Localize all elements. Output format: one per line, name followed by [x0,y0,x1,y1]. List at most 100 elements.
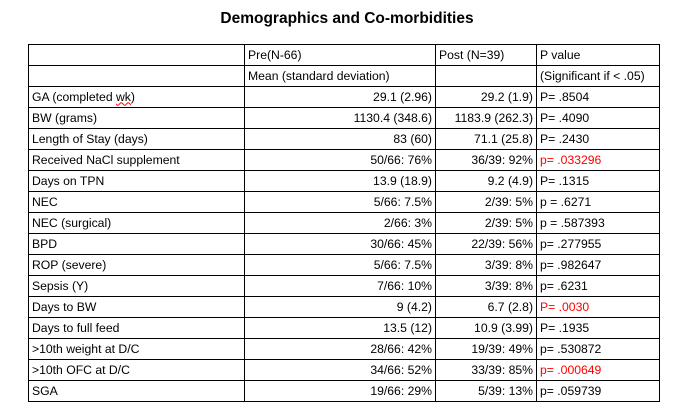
p-value: p= .6231 [536,275,660,297]
header-post: Post (N=39) [435,44,537,66]
row-label: Days to BW [28,296,245,318]
p-value-text: p = .587393 [540,215,605,230]
post-value: 19/39: 49% [435,338,537,360]
table-row: BPD 30/66: 45% 22/39: 56% p= .277955 [28,233,660,255]
pre-value: 28/66: 42% [244,338,436,360]
p-value: p= .033296 [536,149,660,171]
header-label-cell-2 [28,65,245,87]
row-label: NEC [28,191,245,213]
row-label-text: NEC (surgical) [32,215,112,230]
p-value-text: p= .059739 [540,383,602,398]
table-row: GA (completed wk) 29.1 (2.96) 29.2 (1.9) P=… [28,86,660,108]
header-pre-subtitle: Mean (standard deviation) [244,65,436,87]
row-label: BPD [28,233,245,255]
pre-value: 19/66: 29% [244,380,436,402]
p-value: p= .000649 [536,359,660,381]
row-label: >10th weight at D/C [28,338,245,360]
post-value: 6.7 (2.8) [435,296,537,318]
pre-value: 30/66: 45% [244,233,436,255]
row-label: Received NaCl supplement [28,149,245,171]
row-label: Days on TPN [28,170,245,192]
pre-value: 50/66: 76% [244,149,436,171]
row-label-text: GA (completed [32,89,116,104]
p-value: P= .4090 [536,107,660,129]
post-value: 2/39: 5% [435,212,537,234]
post-value: 36/39: 92% [435,149,537,171]
post-value: 9.2 (4.9) [435,170,537,192]
pre-value: 9 (4.2) [244,296,436,318]
p-value-text: P= .8504 [540,89,590,104]
pre-value: 1130.4 (348.6) [244,107,436,129]
header-post-subtitle [435,65,537,87]
table-row: NEC (surgical) 2/66: 3% 2/39: 5% p = .58739… [28,212,660,234]
p-value-text: p= .6231 [540,278,588,293]
pre-value: 5/66: 7.5% [244,191,436,213]
row-label-text: BW (grams) [32,110,97,125]
header-pre: Pre(N-66) [244,44,436,66]
row-label: Length of Stay (days) [28,128,245,150]
p-value: p = .6271 [536,191,660,213]
row-label-text: ROP (severe) [32,257,107,272]
pre-value: 29.1 (2.96) [244,86,436,108]
table-row: >10th OFC at D/C 34/66: 52% 33/39: 85% p= .… [28,359,660,381]
p-value: P= .2430 [536,128,660,150]
pre-value: 13.5 (12) [244,317,436,339]
demographics-table: Pre(N-66) Post (N=39) P value Mean (stan… [28,44,660,402]
table-row: SGA 19/66: 29% 5/39: 13% p= .059739 [28,380,660,402]
p-value: P= .0030 [536,296,660,318]
post-value: 71.1 (25.8) [435,128,537,150]
table-row: ROP (severe) 5/66: 7.5% 3/39: 8% p= .982647 [28,254,660,276]
post-value: 22/39: 56% [435,233,537,255]
post-value: 10.9 (3.99) [435,317,537,339]
row-label: NEC (surgical) [28,212,245,234]
table-body: Pre(N-66) Post (N=39) P value Mean (stan… [28,44,660,402]
p-value: P= .1935 [536,317,660,339]
table-row: NEC 5/66: 7.5% 2/39: 5% p = .6271 [28,191,660,213]
p-value: p= .277955 [536,233,660,255]
row-label: >10th OFC at D/C [28,359,245,381]
header-p-value: P value [536,44,660,66]
post-value: 5/39: 13% [435,380,537,402]
row-label-text: Days to BW [32,299,97,314]
post-value: 33/39: 85% [435,359,537,381]
p-value: P= .1315 [536,170,660,192]
row-label-text: Length of Stay (days) [32,131,148,146]
table-row: Length of Stay (days) 83 (60) 71.1 (25.8) P… [28,128,660,150]
table-row: Received NaCl supplement 50/66: 76% 36/39:… [28,149,660,171]
table-row: Sepsis (Y) 7/66: 10% 3/39: 8% p= .6231 [28,275,660,297]
pre-value: 83 (60) [244,128,436,150]
pre-value: 5/66: 7.5% [244,254,436,276]
p-value-text: p= .982647 [540,257,602,272]
pre-value: 34/66: 52% [244,359,436,381]
row-label: BW (grams) [28,107,245,129]
row-label-text: SGA [32,383,58,398]
row-label-text: >10th OFC at D/C [32,362,130,377]
p-value: p= .059739 [536,380,660,402]
row-label-text: NEC [32,194,58,209]
row-label: GA (completed wk) [28,86,245,108]
post-value: 1183.9 (262.3) [435,107,537,129]
post-value: 29.2 (1.9) [435,86,537,108]
pre-value: 7/66: 10% [244,275,436,297]
p-value: p= .530872 [536,338,660,360]
row-label-text: Sepsis (Y) [32,278,89,293]
row-label-text: Days on TPN [32,173,105,188]
row-label-end: ) [130,89,135,104]
p-value-text: P= .1935 [540,320,590,335]
row-label: SGA [28,380,245,402]
p-value: p = .587393 [536,212,660,234]
table-row: Days to full feed 13.5 (12) 10.9 (3.99) P= … [28,317,660,339]
p-value-text: p= .530872 [540,341,602,356]
p-value-significant: p= .033296 [540,152,602,167]
p-value: P= .8504 [536,86,660,108]
p-value-text: p = .6271 [540,194,592,209]
table-row: Days on TPN 13.9 (18.9) 9.2 (4.9) P= .1315 [28,170,660,192]
row-label: Sepsis (Y) [28,275,245,297]
table-row: >10th weight at D/C 28/66: 42% 19/39: 49% p… [28,338,660,360]
p-value: p= .982647 [536,254,660,276]
pre-value: 2/66: 3% [244,212,436,234]
table-row: BW (grams) 1130.4 (348.6) 1183.9 (262.3) P=… [28,107,660,129]
row-label: Days to full feed [28,317,245,339]
table-title: Demographics and Co-morbidities [220,10,474,27]
header-p-subtitle: (Significant if < .05) [536,65,660,87]
